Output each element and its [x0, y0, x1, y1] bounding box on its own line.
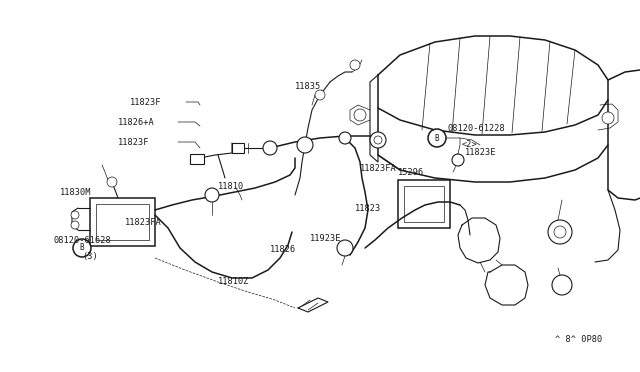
Circle shape [205, 188, 219, 202]
Text: 11823FA: 11823FA [125, 218, 162, 227]
Text: 11823F: 11823F [130, 97, 161, 106]
Circle shape [73, 239, 91, 257]
Circle shape [370, 132, 386, 148]
Text: 11835: 11835 [295, 81, 321, 90]
Text: (3): (3) [82, 253, 98, 262]
Text: 11826: 11826 [270, 246, 296, 254]
Text: 11830M: 11830M [60, 187, 92, 196]
Circle shape [602, 112, 614, 124]
Text: B: B [435, 134, 439, 142]
Circle shape [350, 60, 360, 70]
Text: 11823F: 11823F [118, 138, 150, 147]
Text: 11810Z: 11810Z [218, 278, 250, 286]
Bar [404, 186, 444, 222]
Text: 11826+A: 11826+A [118, 118, 155, 126]
Circle shape [71, 211, 79, 219]
Circle shape [552, 275, 572, 295]
Circle shape [452, 154, 464, 166]
Bar [190, 154, 204, 164]
Circle shape [548, 220, 572, 244]
Text: B: B [80, 244, 84, 253]
Text: 11823: 11823 [355, 203, 381, 212]
Text: 15296: 15296 [398, 167, 424, 176]
Text: <2>: <2> [462, 140, 477, 148]
Text: ^ 8^ 0P80: ^ 8^ 0P80 [555, 336, 602, 344]
Circle shape [337, 240, 353, 256]
Bar [96, 204, 149, 240]
Circle shape [554, 226, 566, 238]
Bar [398, 180, 450, 228]
Circle shape [107, 177, 117, 187]
Bar [90, 198, 155, 246]
Circle shape [428, 129, 446, 147]
Circle shape [297, 137, 313, 153]
Text: 11823E: 11823E [465, 148, 497, 157]
Circle shape [374, 136, 382, 144]
Bar [232, 143, 244, 153]
Text: 08120-61628: 08120-61628 [53, 235, 111, 244]
Text: 11810: 11810 [218, 182, 244, 190]
Text: 08120-61228: 08120-61228 [448, 124, 506, 132]
Circle shape [354, 109, 366, 121]
Circle shape [315, 90, 325, 100]
Text: 11823FA: 11823FA [360, 164, 397, 173]
Circle shape [71, 221, 79, 229]
Text: 11923E: 11923E [310, 234, 342, 243]
Circle shape [339, 132, 351, 144]
Circle shape [263, 141, 277, 155]
